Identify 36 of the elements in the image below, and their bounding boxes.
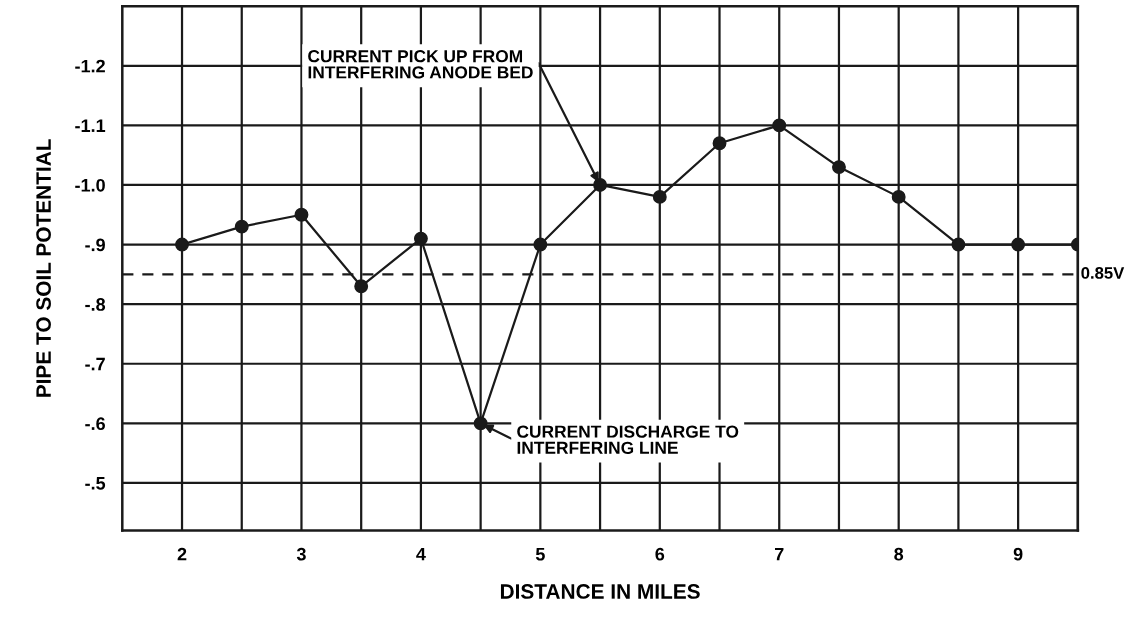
x-tick-label: 8	[894, 547, 904, 561]
point	[533, 237, 548, 252]
x-axis-title: DISTANCE IN MILES	[500, 584, 700, 599]
point	[234, 219, 249, 234]
x-tick-label: 5	[535, 547, 545, 561]
point	[1011, 237, 1026, 252]
x-tick-label: 7	[775, 547, 784, 561]
point	[473, 416, 488, 431]
x-tick-label: 6	[655, 547, 665, 561]
y-axis-title: PIPE TO SOIL POTENTIAL	[36, 139, 51, 397]
x-tick-label: 3	[296, 547, 306, 561]
x-tick-label: 9	[1013, 547, 1023, 561]
x-tick-label: 4	[416, 547, 426, 561]
y-tick-label: -1.2	[75, 59, 105, 73]
y-tick-label: -.7	[85, 357, 105, 371]
y-tick-label: -.8	[85, 298, 106, 311]
point	[413, 231, 428, 246]
point	[951, 237, 966, 252]
point	[891, 189, 906, 204]
point	[593, 178, 608, 192]
point	[175, 237, 189, 252]
y-tick-label: -1.1	[75, 119, 106, 132]
y-tick-label: -.6	[85, 417, 105, 431]
point	[772, 118, 787, 133]
annotation: CURRENT DISCHARGE TO INTERFERING LINE	[517, 425, 739, 454]
annotation: CURRENT PICK UP FROM INTERFERING ANODE BED	[308, 50, 533, 79]
y-tick-label: -.5	[85, 477, 106, 490]
y-tick-label: -.9	[85, 238, 105, 252]
point	[652, 189, 667, 204]
point	[832, 160, 846, 175]
ref-line-label: 0.85V	[1081, 267, 1125, 279]
point	[294, 207, 309, 222]
y-tick-label: -1.0	[75, 178, 105, 192]
point	[712, 136, 727, 151]
x-tick-label: 2	[177, 547, 187, 561]
point	[354, 279, 369, 294]
